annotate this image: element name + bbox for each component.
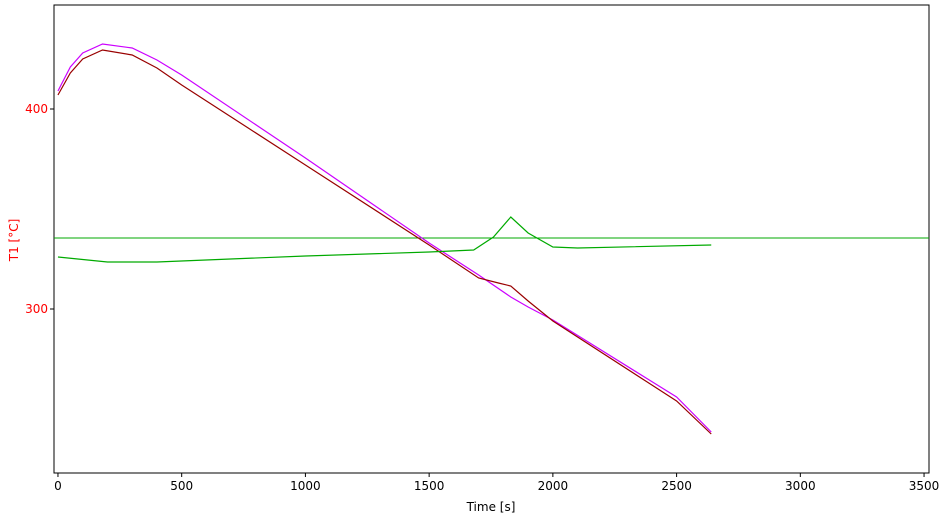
series-line — [57, 49, 712, 435]
series-line — [57, 216, 712, 263]
series-line — [57, 43, 712, 433]
x-axis-label: Time [s] — [466, 500, 516, 514]
y-tick-label: 400 — [25, 102, 48, 116]
x-tick-label: 2500 — [661, 479, 692, 493]
plot-frame — [53, 4, 930, 474]
x-tick-label: 500 — [170, 479, 193, 493]
x-tick-label: 3500 — [909, 479, 940, 493]
x-tick-label: 3000 — [785, 479, 816, 493]
x-tick-label: 2000 — [538, 479, 569, 493]
y-tick-label: 300 — [25, 302, 48, 316]
x-tick-label: 1500 — [414, 479, 445, 493]
x-tick-label: 1000 — [290, 479, 321, 493]
x-tick-label: 0 — [54, 479, 62, 493]
y-axis-label: T1 [°C] — [7, 219, 21, 263]
